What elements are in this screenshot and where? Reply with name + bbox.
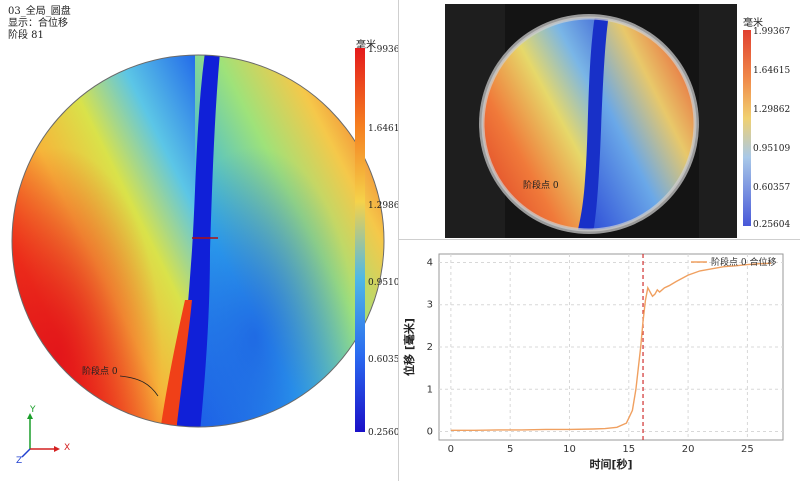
colorbar-tick: 1.99367 [368, 45, 406, 55]
stage-point-label: 阶段点 0 [82, 365, 118, 377]
displacement-time-chart-panel[interactable]: 0 5 10 15 20 25 0 1 2 3 4 时间[秒] 位移 [毫米] 阶段点 0 合位移 [398, 240, 800, 481]
colorbar-tick-overlay: 0.25604 [753, 220, 791, 230]
y-tick-label: 2 [427, 342, 433, 353]
colorbar-tick: 0.95109 [368, 278, 406, 288]
colorbar-gradient [355, 48, 365, 432]
stage-point-label-overlay: 阶段点 0 [523, 179, 559, 191]
plot-area [438, 253, 784, 441]
triad-z-label: Z [16, 456, 23, 466]
y-axis-title: 位移 [毫米] [402, 318, 416, 376]
triad-x-label: X [64, 443, 71, 453]
x-axis-title: 时间[秒] [589, 457, 632, 471]
displacement-time-chart: 0 5 10 15 20 25 0 1 2 3 4 时间[秒] 位移 [毫米] 阶段点 0 合位移 [402, 253, 784, 471]
colorbar-gradient-overlay [743, 30, 751, 226]
left-viewport[interactable]: 03_全局_圆盘 显示：合位移 阶段 81 [0, 0, 405, 481]
x-tick-label: 20 [682, 444, 695, 455]
y-tick-label: 4 [427, 257, 433, 268]
x-tick-label: 10 [563, 444, 576, 455]
displacement-contour-map: 阶段点 0 [11, 54, 385, 428]
colorbar-unit-overlay: 毫米 [743, 18, 763, 29]
y-tick-label: 1 [427, 384, 433, 395]
x-tick-label: 15 [622, 444, 635, 455]
colorbar-tick-overlay: 0.95109 [753, 144, 791, 154]
colorbar-tick-overlay: 1.99367 [753, 27, 791, 37]
y-tick-label: 0 [427, 427, 433, 438]
camera-overlay-viewport[interactable]: 阶段点 0 毫米 1.99367 1.64615 1.29862 0.95109… [398, 0, 800, 240]
info-line-stage: 阶段 81 [8, 30, 44, 41]
x-tick-label: 0 [448, 444, 454, 455]
colorbar-tick: 0.60357 [368, 355, 406, 365]
colorbar-unit: 毫米 [356, 40, 376, 51]
view-info: 03_全局_圆盘 显示：合位移 阶段 81 [8, 6, 71, 42]
axis-triad-icon [21, 413, 60, 458]
colorbar-tick-overlay: 1.29862 [753, 105, 791, 115]
info-line-project: 03_全局_圆盘 [8, 6, 71, 17]
camera-overlay-image: 阶段点 0 [445, 4, 737, 238]
info-line-display: 显示：合位移 [8, 18, 68, 29]
colorbar-tick-overlay: 0.60357 [753, 183, 791, 193]
y-tick-label: 3 [427, 300, 433, 311]
series-line [450, 262, 772, 432]
colorbar-tick: 1.29862 [368, 201, 406, 211]
x-tick-label: 25 [741, 444, 754, 455]
colorbar-tick: 1.64615 [368, 124, 406, 134]
triad-y-label: Y [30, 405, 36, 415]
x-tick-label: 5 [507, 444, 513, 455]
legend-label: 阶段点 0 合位移 [711, 256, 776, 268]
colorbar-tick-overlay: 1.64615 [753, 66, 791, 76]
colorbar-tick: 0.25604 [368, 428, 406, 438]
